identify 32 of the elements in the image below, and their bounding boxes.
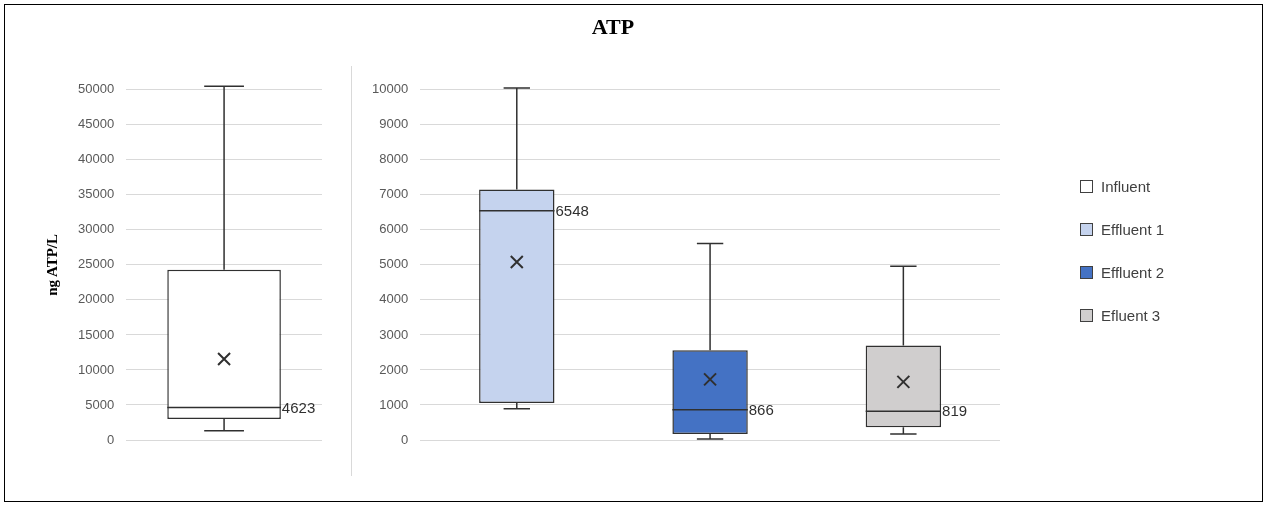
y-tick-label: 30000 [77, 221, 115, 237]
y-tick-label: 2000 [379, 361, 409, 377]
y-tick-label: 8000 [379, 151, 409, 167]
annotation: 819 [942, 402, 968, 420]
y-tick-label: 25000 [77, 256, 115, 272]
y-tick-label: 0 [106, 431, 115, 447]
y-tick-label: 5000 [379, 256, 409, 272]
y-tick-label: 1000 [379, 396, 409, 412]
y-tick-label: 45000 [77, 116, 115, 132]
y-tick-label: 4000 [379, 291, 409, 307]
y-tick-label: 10000 [77, 361, 115, 377]
y-axis-title: ng ATP/L [43, 233, 60, 296]
legend-label: Effluent 1 [1101, 221, 1165, 238]
y-tick-label: 20000 [77, 291, 115, 307]
y-tick-label: 35000 [77, 186, 115, 202]
legend-label: Effluent 2 [1101, 264, 1165, 281]
y-tick-label: 9000 [379, 116, 409, 132]
y-tick-label: 0 [400, 431, 409, 447]
legend-label: Efluent 3 [1101, 307, 1161, 324]
y-tick-label: 40000 [77, 151, 115, 167]
y-tick-label: 50000 [77, 81, 115, 97]
chart-title: ATP [590, 14, 636, 40]
annotation: 4623 [281, 398, 316, 416]
y-tick-label: 3000 [379, 326, 409, 342]
y-tick-label: 15000 [77, 326, 115, 342]
annotation: 6548 [555, 201, 589, 219]
y-tick-label: 10000 [371, 81, 409, 97]
text: Influent [1101, 178, 1151, 195]
y-tick-label: 6000 [379, 221, 409, 237]
y-tick-label: 5000 [85, 396, 115, 412]
y-tick-label: 7000 [379, 186, 409, 202]
annotation: 866 [748, 400, 774, 418]
